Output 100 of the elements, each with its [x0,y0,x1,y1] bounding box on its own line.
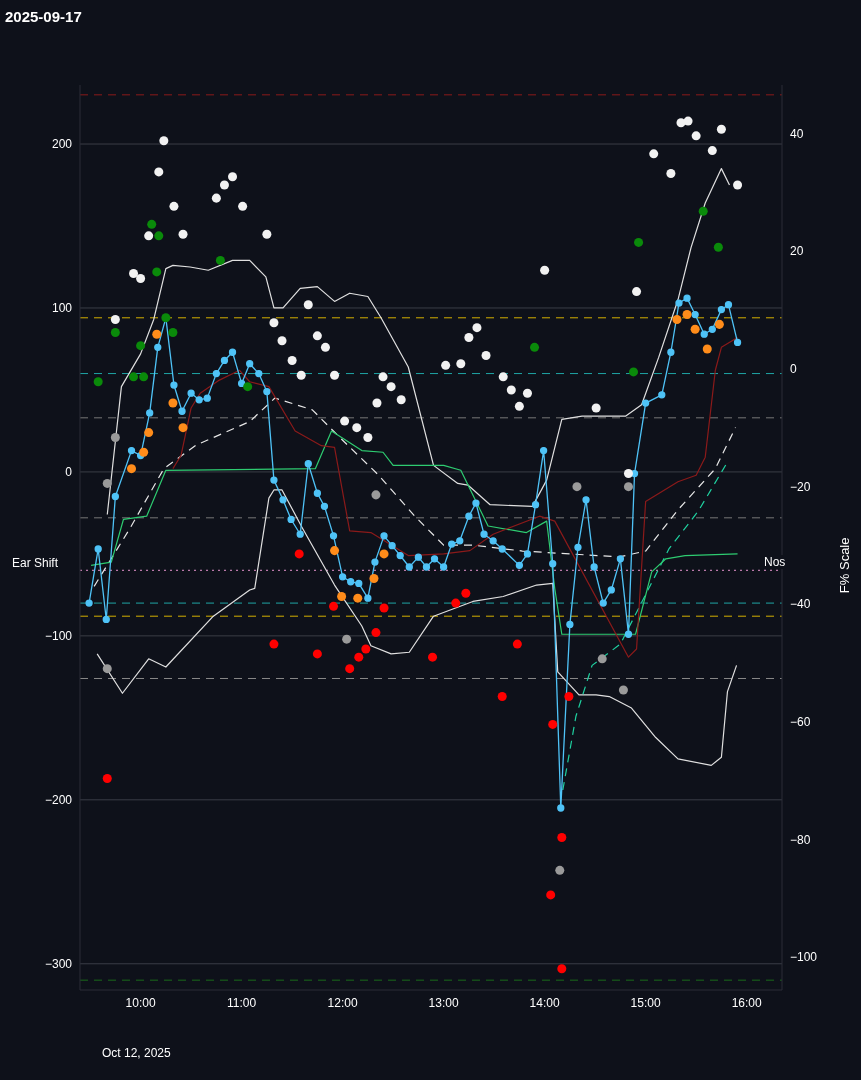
point [369,573,379,583]
point [548,719,558,729]
y-tick-label: −300 [44,957,73,972]
point [129,372,139,382]
point [512,639,522,649]
y2-tick-label: −100 [790,950,818,965]
y2-axis-title: F% Scale [836,537,852,594]
y2-tick-label: −80 [790,832,811,847]
point [623,469,633,479]
y-tick-label: −100 [44,629,73,644]
point [690,324,700,334]
y-tick-label: 0 [65,465,73,480]
point [277,336,287,346]
point [269,639,279,649]
point [178,423,188,433]
point [320,342,330,352]
point [159,136,169,146]
point [363,432,373,442]
point [698,206,708,216]
y-tick-label: −200 [44,793,73,808]
point [110,432,120,442]
text: Oct 12, 2025 [100,1046,173,1060]
y2-tick-label: 20 [790,244,804,259]
y2-tick-label: −60 [790,714,811,729]
point [428,652,438,662]
point [707,146,717,156]
point [353,593,363,603]
point [682,310,692,320]
point [215,255,225,265]
point [564,692,574,702]
point [102,478,112,488]
point [713,242,723,252]
chart-title: 2025-09-17 [5,8,82,25]
x-tick-label: 11:00 [227,995,257,1010]
annotation: Nos [762,555,788,569]
point [361,644,371,654]
point [352,423,362,433]
point [110,314,120,324]
point [371,490,381,500]
point [623,482,633,492]
point [144,428,154,438]
point [540,265,550,275]
point [287,355,297,365]
point [312,331,322,341]
point [379,603,389,613]
point [296,370,306,380]
y-tick-label: 100 [51,301,73,316]
point [102,774,112,784]
point [522,388,532,398]
point [294,549,304,559]
point [169,201,179,211]
y2-tick-label: −40 [790,597,811,612]
point [396,395,406,405]
line-series [96,489,738,766]
point [371,628,381,638]
point [464,332,474,342]
y2-tick-label: 40 [790,126,804,141]
y-tick-label: 200 [51,137,73,152]
text: Ear Shift [10,556,61,570]
point [514,401,524,411]
point [178,229,188,239]
point [555,865,565,875]
point [136,341,146,351]
point [702,344,712,354]
point [441,360,451,370]
point [649,149,659,159]
point [110,328,120,338]
point [337,592,347,602]
point [219,180,229,190]
point [243,382,253,392]
point [144,231,154,241]
point [557,833,567,843]
point [262,229,272,239]
point [506,385,516,395]
point [312,649,322,659]
x-tick-label: 16:00 [731,995,762,1010]
point [498,372,508,382]
point [342,634,352,644]
point [211,193,221,203]
point [683,116,693,126]
point [354,652,364,662]
point [591,403,601,413]
point [154,167,164,177]
point [451,598,461,608]
point [461,588,471,598]
point [340,416,350,426]
point [129,269,139,279]
point [546,890,556,900]
point [303,300,313,310]
point [168,328,178,338]
point [456,359,466,369]
point [139,372,149,382]
point [330,370,340,380]
point [691,131,701,141]
point [379,549,389,559]
point [632,287,642,297]
point [634,237,644,247]
point [481,351,491,361]
x-tick-label: 13:00 [428,995,459,1010]
point [572,482,582,492]
